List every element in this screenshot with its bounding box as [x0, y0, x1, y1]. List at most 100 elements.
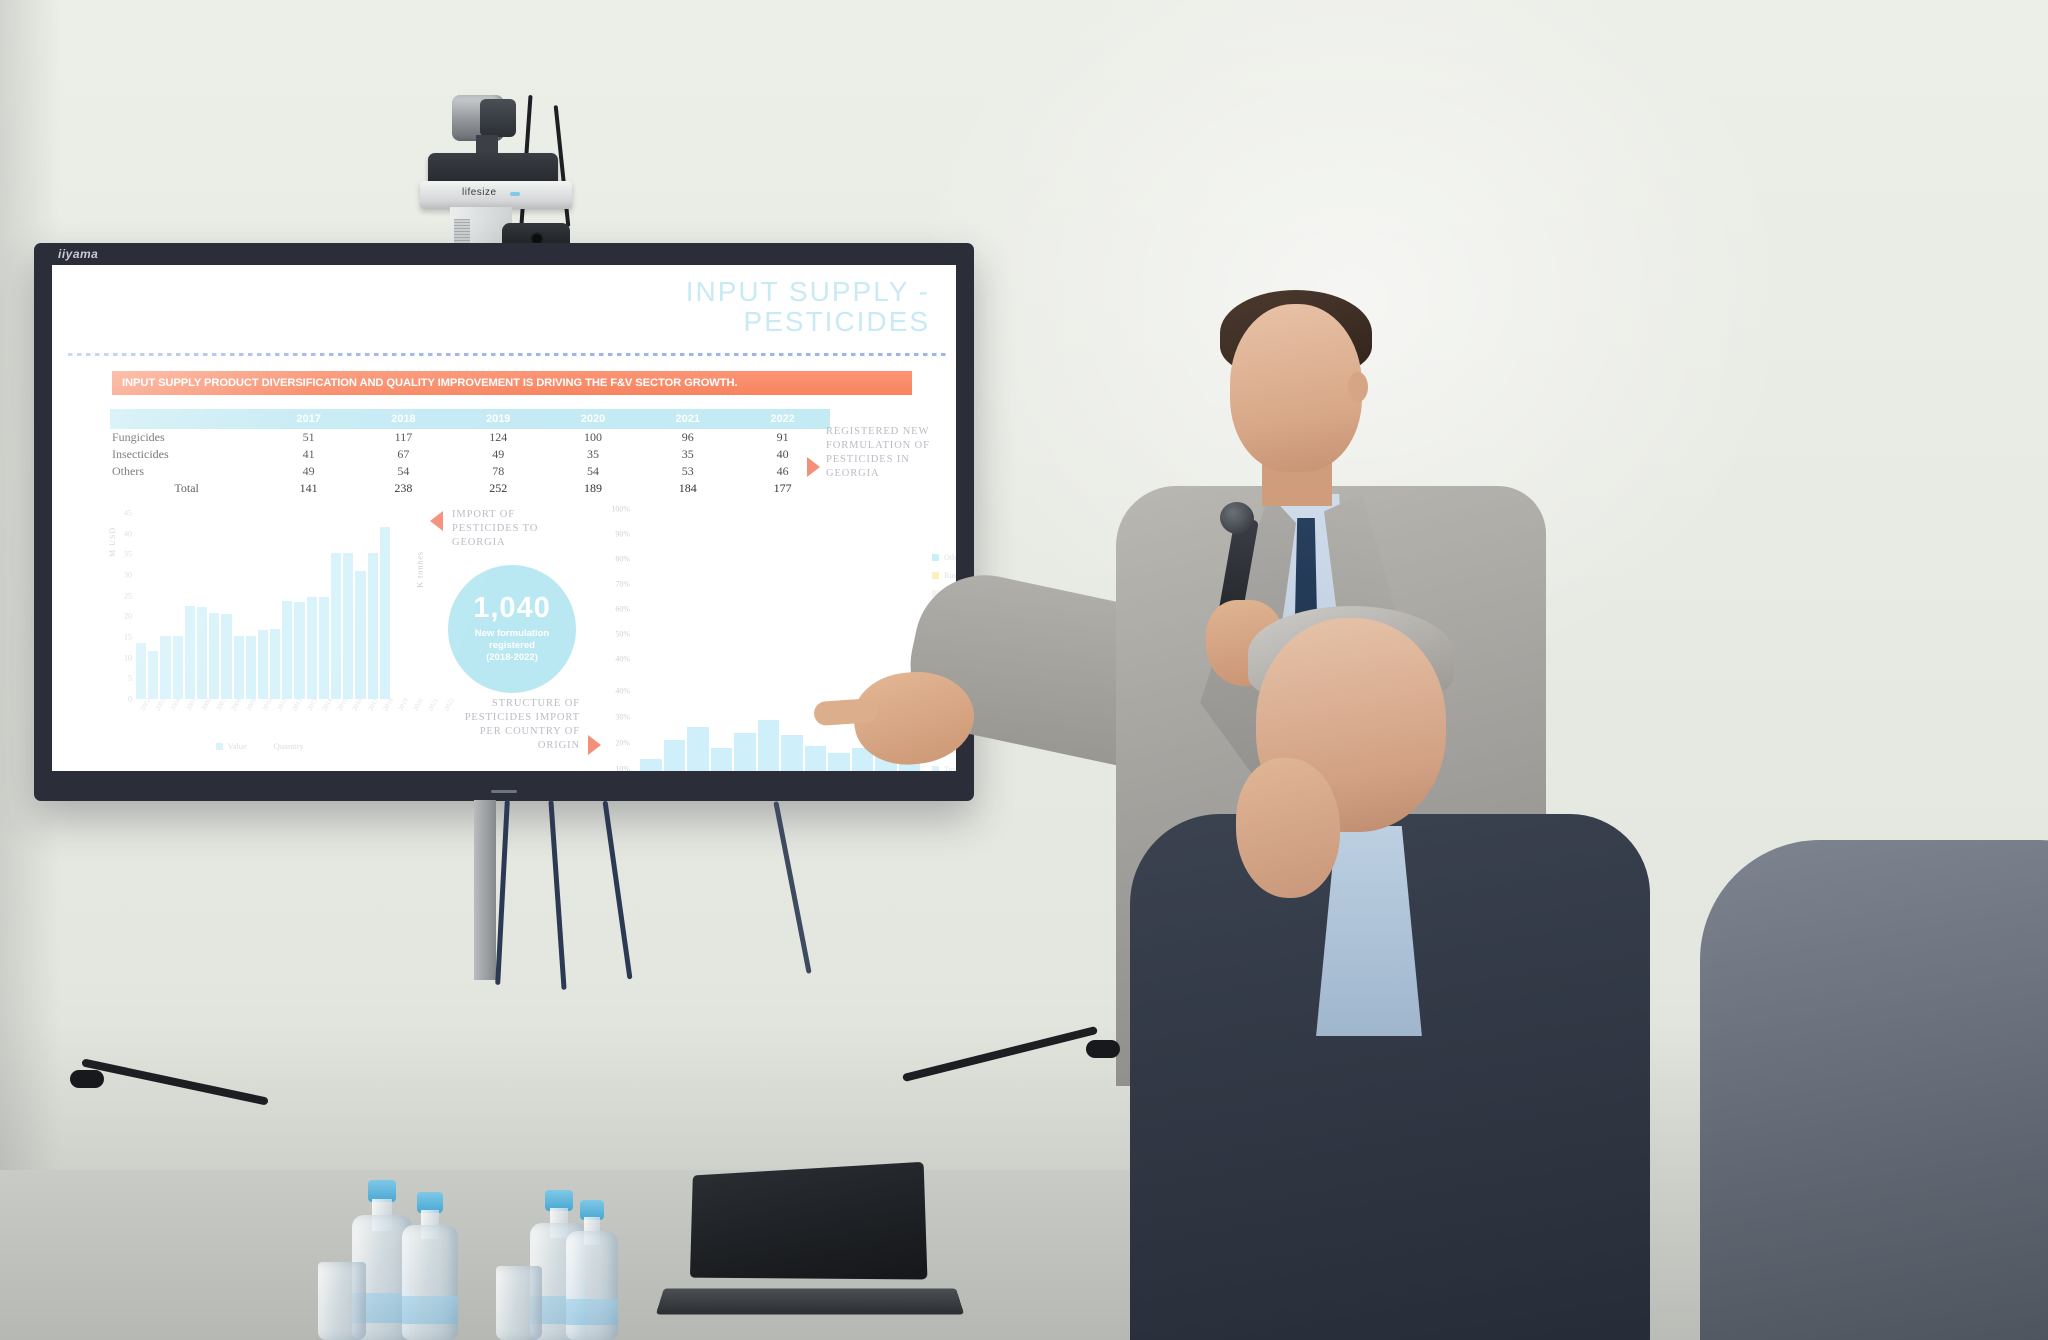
bar	[282, 601, 293, 699]
conference-table-surface	[0, 1170, 1300, 1340]
table-body: Fungicides 51 117 124 100 96 91 Insectic…	[110, 429, 830, 497]
camera-lens-glass	[480, 99, 516, 137]
axis-tick-label: 40%	[615, 654, 630, 664]
axis-tick-label: 40	[124, 529, 132, 539]
table-row: Fungicides 51 117 124 100 96 91	[110, 429, 830, 446]
slide-banner: INPUT SUPPLY PRODUCT DIVERSIFICATION AND…	[112, 371, 912, 395]
chart-stack-bars	[640, 509, 920, 659]
legend-color-swatch	[932, 572, 939, 579]
legend-item: Others	[932, 553, 956, 562]
table-cell: 35	[681, 447, 694, 461]
table-row-label: Insecticides	[112, 447, 169, 461]
table-cell: 177	[773, 481, 792, 495]
presenter-head	[1230, 304, 1362, 472]
bar	[663, 740, 685, 771]
table-row-label: Others	[112, 464, 144, 478]
laptop-screen	[689, 1161, 928, 1280]
table-col-head: 2022	[735, 409, 830, 429]
table-cell: 51	[302, 430, 315, 444]
slide-title-line: INPUT SUPPLY -	[685, 276, 930, 307]
table-cell: 49	[492, 447, 505, 461]
table-cell: 67	[397, 447, 410, 461]
water-bottle	[566, 1200, 618, 1340]
bar	[710, 748, 732, 771]
triangle-marker-icon	[430, 511, 443, 531]
legend-item: Quantity	[263, 741, 304, 751]
table-cell: 41	[302, 447, 315, 461]
bottle-body	[402, 1224, 458, 1340]
table-cell: 238	[394, 481, 413, 495]
glass-body	[318, 1262, 366, 1340]
axis-tick-label: 90%	[615, 529, 630, 539]
microphone-capsule	[70, 1070, 104, 1088]
table-cell: 184	[678, 481, 697, 495]
bar	[306, 596, 317, 699]
table-cell: 96	[681, 430, 694, 444]
presenter-index-finger	[813, 697, 879, 727]
bar	[367, 553, 378, 699]
audience-member-far-right	[1700, 840, 2048, 1340]
bar	[379, 527, 390, 699]
bottle-cap	[545, 1190, 573, 1211]
bottle-label	[566, 1298, 618, 1325]
display-brand-logo: iiyama	[58, 247, 99, 261]
bar	[640, 758, 662, 771]
annotation-registered-formulation: REGISTERED NEW FORMULATION OF PESTICIDES…	[826, 426, 930, 479]
bar	[233, 635, 244, 699]
chart-left-bars	[136, 513, 390, 699]
table-row: Others 49 54 78 54 53 46	[110, 463, 830, 480]
bar	[221, 613, 232, 699]
display-screen[interactable]: INPUT SUPPLY - PESTICIDES INPUT SUPPLY PR…	[52, 265, 956, 771]
chart-stack-yaxis-ticks: 40% 50% 60% 70% 80% 90% 100%	[608, 505, 630, 664]
bar	[270, 629, 281, 699]
table-cell: 54	[586, 464, 599, 478]
drinking-glass	[318, 1262, 366, 1340]
legend-item: Russian Federation	[932, 571, 956, 580]
axis-tick-label: 0	[128, 694, 132, 704]
bottle-cap	[579, 1200, 605, 1220]
annotation-structure-import: STRUCTURE OF PESTICIDES IMPORT PER COUNT…	[464, 698, 580, 751]
axis-tick-label: 30	[124, 570, 132, 580]
slide-title-line: PESTICIDES	[743, 305, 930, 337]
axis-tick-label: 40%	[615, 686, 630, 696]
kpi-subtitle-line3: (2018-2022)	[486, 652, 538, 664]
table-header-row: 2017 2018 2019 2020 2021 2022	[110, 409, 830, 429]
axis-tick-label: 25	[124, 591, 132, 601]
camera-brand-label: lifesize	[462, 187, 497, 198]
water-bottle	[402, 1192, 458, 1340]
axis-tick-label: 10%	[615, 764, 630, 772]
bar	[209, 613, 220, 699]
legend-label: Others	[944, 553, 956, 562]
bar	[828, 753, 850, 771]
table-row-label: Total	[174, 481, 199, 495]
presentation-slide: INPUT SUPPLY - PESTICIDES INPUT SUPPLY PR…	[52, 265, 956, 771]
table-cell: 54	[397, 464, 410, 478]
glass-body	[496, 1266, 542, 1340]
chart-left-ylabel-secondary: K tonnes	[416, 551, 425, 588]
axis-tick-label: 30%	[615, 712, 630, 722]
bottle-cap	[367, 1180, 397, 1203]
bottle-cap	[416, 1192, 444, 1213]
bar	[172, 636, 183, 699]
triangle-marker-icon	[588, 735, 601, 755]
slide-title: INPUT SUPPLY - PESTICIDES	[600, 277, 930, 336]
axis-tick-label: 45	[124, 508, 132, 518]
table-cell: 141	[299, 481, 318, 495]
chart-left-xaxis-ticks: 2002 2003 2004 2005 2006 2007 2008 2009 2010 2011…	[136, 697, 455, 737]
chart-share-yaxis-ticks: 0%10%20%30%40%	[608, 687, 630, 772]
display-power-indicator	[491, 790, 517, 793]
table-col-head: 2019	[450, 409, 546, 429]
table-col-head-blank	[110, 409, 262, 429]
bar	[294, 601, 305, 699]
chart-import-pesticides: M USD K tonnes 0 5 10 15 20 25 30 35 40 45 2002 20…	[108, 505, 455, 752]
laptop-keyboard-base[interactable]	[655, 1288, 965, 1315]
audience-member-hand	[1236, 758, 1340, 898]
bar	[160, 636, 171, 699]
bar	[757, 719, 779, 771]
bottle-body	[566, 1230, 618, 1340]
bar	[318, 597, 329, 699]
laptop[interactable]	[655, 1161, 965, 1318]
legend-color-swatch	[932, 554, 939, 561]
microphone-capsule	[1086, 1040, 1120, 1058]
table-cell: 117	[394, 430, 413, 444]
